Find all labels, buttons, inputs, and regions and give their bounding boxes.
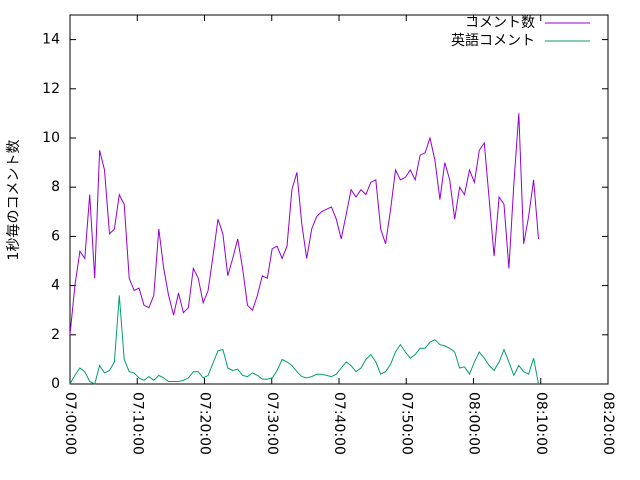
x-tick-label: 08:00:00 xyxy=(466,392,482,455)
plot-frame xyxy=(69,14,609,385)
data-line xyxy=(69,113,539,335)
y-tick-label: 8 xyxy=(51,179,60,195)
y-tick-label: 2 xyxy=(51,327,60,343)
y-tick-label: 12 xyxy=(42,81,60,97)
legend-label: コメント数 xyxy=(465,15,535,31)
x-tick-label: 07:20:00 xyxy=(197,392,213,455)
y-tick-label: 4 xyxy=(51,278,60,294)
y-tick-label: 10 xyxy=(42,130,60,146)
x-tick-label: 08:10:00 xyxy=(533,392,549,455)
x-tick-label: 07:30:00 xyxy=(264,392,280,455)
x-tick-label: 07:10:00 xyxy=(129,392,145,455)
y-axis-label: 1秒毎のコメント数 xyxy=(6,140,22,261)
y-tick-label: 14 xyxy=(42,32,60,48)
data-line xyxy=(69,295,539,385)
x-tick-label: 07:40:00 xyxy=(331,392,347,455)
y-tick-label: 0 xyxy=(51,376,60,392)
legend-label: 英語コメント xyxy=(451,32,535,49)
x-tick-label: 07:50:00 xyxy=(398,392,414,455)
x-tick-label: 07:00:00 xyxy=(62,392,78,455)
y-tick-label: 6 xyxy=(51,228,60,244)
x-tick-label: 08:20:00 xyxy=(600,392,616,455)
